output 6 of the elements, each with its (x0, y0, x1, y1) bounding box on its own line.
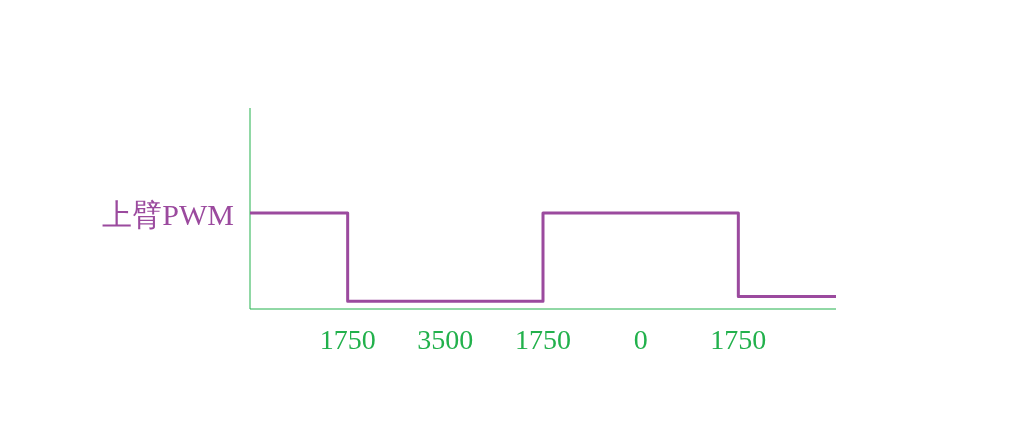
x-tick-label: 0 (633, 324, 648, 355)
x-tick-label: 3500 (417, 324, 474, 355)
series-label: 上臂PWM (102, 198, 234, 231)
x-tick-label: 1750 (319, 324, 376, 355)
x-tick-label: 1750 (515, 324, 571, 355)
x-tick-label: 1750 (710, 324, 767, 355)
